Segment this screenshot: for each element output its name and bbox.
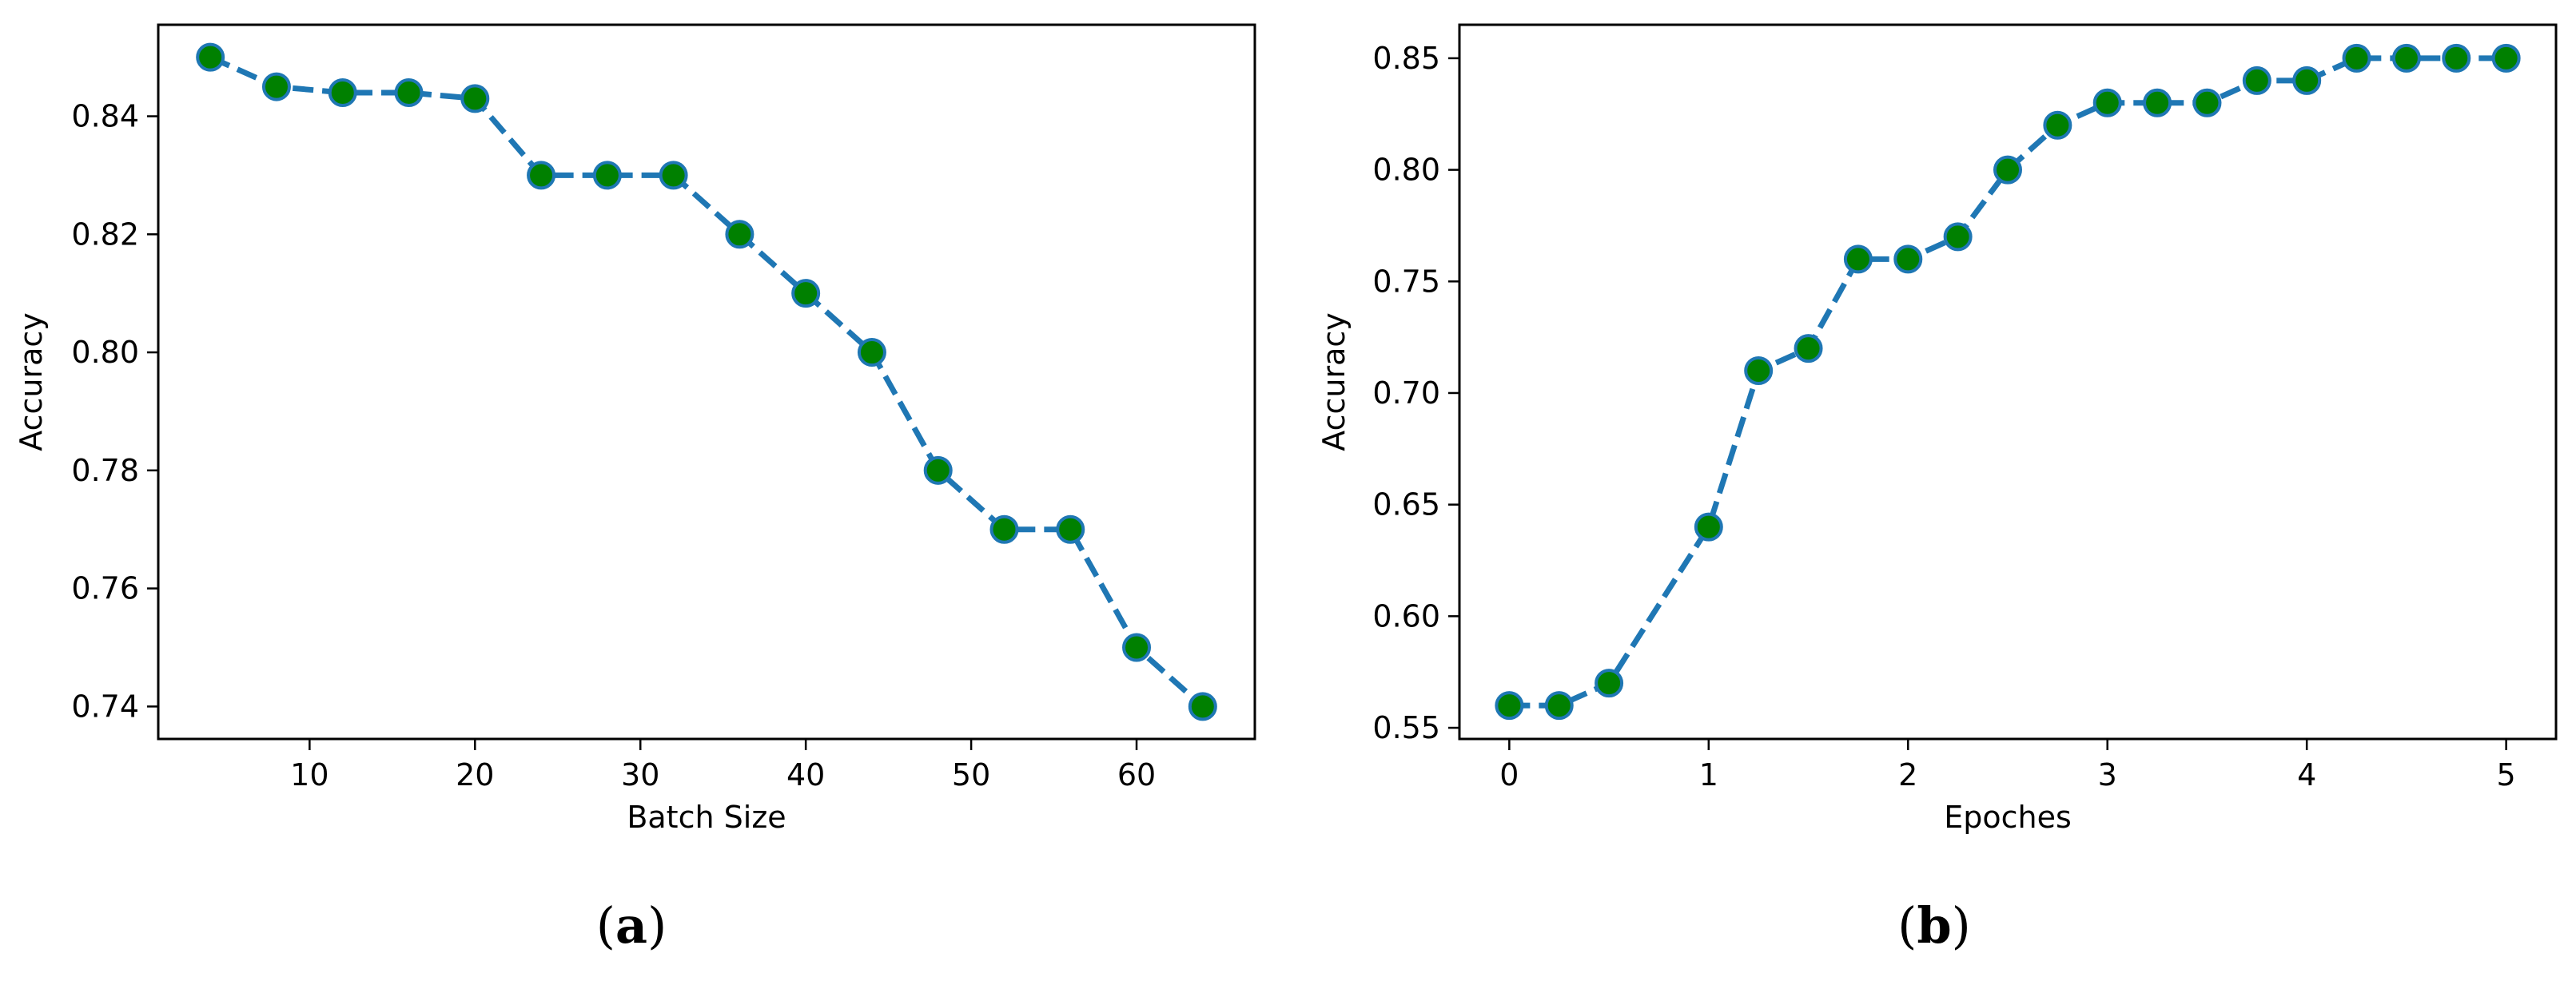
y-tick-label: 0.84 <box>71 99 139 134</box>
x-tick-label: 40 <box>786 757 825 792</box>
data-point <box>2442 43 2471 73</box>
y-tick-label: 0.75 <box>1372 264 1440 299</box>
data-point <box>923 455 953 485</box>
y-tick-label: 0.60 <box>1372 598 1440 634</box>
data-point <box>1122 633 1152 662</box>
caption-open-paren: ( <box>596 896 615 955</box>
data-point <box>989 514 1019 544</box>
panel-caption: (b) <box>1897 896 1971 955</box>
data-point <box>2292 66 2322 95</box>
data-point <box>1694 512 1723 542</box>
data-point <box>1893 244 1923 274</box>
y-tick-label: 0.65 <box>1372 487 1440 522</box>
y-tick-label: 0.76 <box>71 571 139 606</box>
data-point <box>2342 43 2371 73</box>
x-tick-label: 30 <box>621 757 659 792</box>
data-point <box>394 77 424 107</box>
plot-frame <box>157 23 1256 741</box>
data-point <box>1794 334 1823 363</box>
x-tick-label: 5 <box>2497 757 2516 792</box>
panel-caption: (a) <box>596 896 667 955</box>
data-point <box>1056 514 1085 544</box>
data-point <box>2192 88 2222 117</box>
y-tick-label: 0.85 <box>1372 41 1440 76</box>
data-point <box>527 161 556 190</box>
series-line <box>209 54 1205 709</box>
data-point <box>1993 155 2022 185</box>
caption-letter: b <box>1917 896 1951 955</box>
data-point <box>1943 222 1973 252</box>
y-tick-label: 0.80 <box>1372 153 1440 188</box>
data-point <box>1595 669 1624 698</box>
data-point <box>196 42 225 72</box>
data-point <box>328 77 357 107</box>
y-tick-label: 0.80 <box>71 335 139 370</box>
data-point <box>2491 43 2521 73</box>
data-point <box>2092 88 2122 117</box>
x-axis-label: Epoches <box>1944 800 2072 835</box>
data-point <box>1495 691 1524 721</box>
y-tick-label: 0.78 <box>71 453 139 488</box>
x-tick-label: 4 <box>2297 757 2316 792</box>
data-point <box>2391 43 2421 73</box>
data-point <box>1544 691 1574 721</box>
y-tick-label: 0.70 <box>1372 375 1440 411</box>
x-tick-label: 20 <box>456 757 494 792</box>
data-point <box>725 220 754 249</box>
x-tick-label: 10 <box>290 757 328 792</box>
y-axis-label: Accuracy <box>14 312 49 451</box>
y-tick-label: 0.74 <box>71 689 139 724</box>
x-tick-label: 2 <box>1898 757 1917 792</box>
y-tick-label: 0.55 <box>1372 710 1440 745</box>
caption-letter: a <box>615 896 647 955</box>
data-point <box>1188 692 1217 721</box>
chart-panel-a: 10 20 30 40 50 60 0.74 0.76 0.78 0.80 0.82 0.84 Batc… <box>14 23 1256 955</box>
data-point <box>2242 66 2271 95</box>
x-tick-label: 3 <box>2098 757 2117 792</box>
data-point <box>659 161 688 190</box>
x-tick-label: 1 <box>1699 757 1718 792</box>
y-tick-label: 0.82 <box>71 216 139 252</box>
caption-close-paren: ) <box>647 896 667 955</box>
data-point <box>2143 88 2172 117</box>
x-tick-label: 50 <box>952 757 990 792</box>
caption-open-paren: ( <box>1897 896 1917 955</box>
data-point <box>791 279 821 308</box>
data-point <box>2043 110 2072 140</box>
data-point <box>1843 244 1873 274</box>
caption-close-paren: ) <box>1952 896 1971 955</box>
data-point <box>592 161 622 190</box>
y-axis-label: Accuracy <box>1316 312 1352 451</box>
plot-frame <box>1458 23 2558 741</box>
x-tick-label: 0 <box>1499 757 1519 792</box>
data-point <box>261 72 291 101</box>
x-axis-label: Batch Size <box>627 800 786 835</box>
data-point <box>460 84 490 113</box>
data-point <box>857 338 886 367</box>
chart-panel-b: 0 1 2 3 4 5 0.55 0.60 0.65 0.70 0.75 0.80 0.85 Epoche… <box>1316 23 2558 955</box>
x-tick-label: 60 <box>1117 757 1156 792</box>
data-point <box>1744 356 1774 386</box>
